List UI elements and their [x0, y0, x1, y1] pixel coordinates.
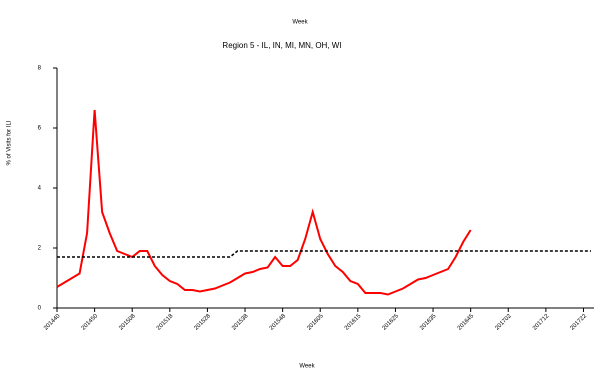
series-line [57, 250, 591, 258]
x-tick-label: 201518 [156, 313, 175, 332]
y-tick-label: 2 [38, 246, 42, 252]
series-line [56, 109, 472, 296]
x-tick-label: 201450 [81, 313, 100, 332]
x-axis-label: Week [299, 364, 315, 370]
x-tick-label: 201712 [532, 313, 551, 332]
x-tick-label: 201645 [457, 313, 476, 332]
chart-title: Region 5 - IL, IN, MI, MN, OH, WI [222, 41, 341, 50]
x-tick-label: 201605 [306, 313, 325, 332]
header: Week [292, 20, 308, 26]
x-tick-label: 201635 [419, 313, 438, 332]
x-tick-label: 201538 [231, 313, 250, 332]
y-tick-label: 4 [38, 186, 42, 192]
y-tick-label: 6 [38, 126, 42, 132]
y-tick-label: 0 [38, 306, 42, 312]
x-tick-label: 201548 [269, 313, 288, 332]
y-tick-label: 8 [38, 66, 42, 72]
y-axis-label: % of Visits for ILI [7, 120, 13, 165]
x-tick-label: 201625 [382, 313, 401, 332]
x-tick-label: 201528 [194, 313, 213, 332]
x-tick-label: 201615 [344, 313, 363, 332]
x-tick-label: 201722 [570, 313, 589, 332]
x-tick-label: 201440 [43, 313, 62, 332]
x-tick-label: 201508 [118, 313, 137, 332]
x-tick-label: 201702 [494, 313, 513, 332]
